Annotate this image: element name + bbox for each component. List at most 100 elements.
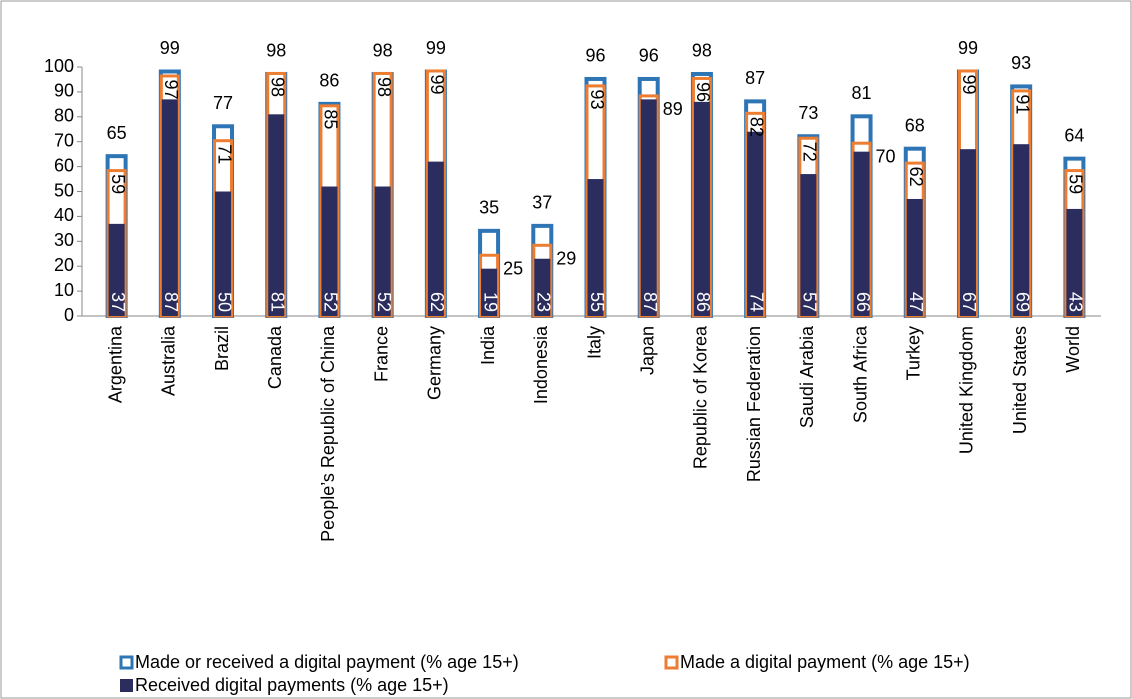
value-label: 19 [480, 292, 500, 312]
x-tick-label: Argentina [105, 325, 125, 403]
y-tick-label: 90 [54, 81, 74, 101]
bar-received [800, 174, 817, 316]
value-label: 99 [958, 38, 978, 58]
value-label: 74 [746, 292, 766, 312]
value-label: 82 [746, 117, 766, 137]
legend-swatch [664, 655, 679, 670]
value-label: 91 [1012, 94, 1032, 114]
value-label: 59 [1066, 174, 1086, 194]
bar-received [747, 131, 764, 316]
bar-received [427, 161, 444, 316]
x-tick-label: France [371, 326, 391, 382]
value-label: 69 [1012, 292, 1032, 312]
y-tick-label: 80 [54, 106, 74, 126]
legend-label: Received digital payments (% age 15+) [135, 675, 449, 695]
y-tick-label: 20 [54, 255, 74, 275]
value-label: 98 [267, 77, 287, 97]
value-label: 97 [161, 79, 181, 99]
x-tick-label: Japan [637, 326, 657, 375]
value-label: 98 [373, 41, 393, 61]
value-label: 67 [959, 292, 979, 312]
value-label: 96 [639, 46, 659, 66]
bar-received [374, 186, 391, 316]
value-label: 71 [214, 144, 234, 164]
value-label: 93 [1011, 53, 1031, 73]
bar-received [693, 101, 710, 316]
x-tick-label: Saudi Arabia [797, 325, 817, 428]
x-tick-label: People’s Republic of China [318, 325, 338, 542]
bar-received [268, 114, 285, 316]
value-label: 57 [800, 292, 820, 312]
y-tick-label: 30 [54, 230, 74, 250]
value-label: 43 [1066, 292, 1086, 312]
y-tick-label: 10 [54, 280, 74, 300]
x-tick-label: United States [1010, 326, 1030, 434]
x-tick-label: South Africa [850, 325, 870, 423]
x-tick-label: Canada [265, 325, 285, 389]
bar-received [587, 179, 604, 316]
x-tick-label: Turkey [904, 326, 924, 380]
y-tick-label: 50 [54, 180, 74, 200]
value-label: 47 [906, 292, 926, 312]
value-label: 66 [853, 292, 873, 312]
value-label: 86 [693, 292, 713, 312]
value-label: 89 [663, 99, 683, 119]
value-label: 37 [108, 292, 128, 312]
x-tick-label: India [478, 325, 498, 365]
value-label: 64 [1064, 125, 1084, 145]
y-tick-label: 100 [44, 56, 74, 76]
value-label: 86 [319, 71, 339, 91]
value-label: 70 [876, 146, 896, 166]
value-label: 62 [427, 292, 447, 312]
value-label: 62 [906, 167, 926, 187]
x-tick-label: Australia [159, 325, 179, 396]
value-label: 52 [374, 292, 394, 312]
x-tick-label: Italy [584, 326, 604, 359]
value-label: 85 [321, 109, 341, 129]
y-tick-label: 70 [54, 130, 74, 150]
legend-swatch [119, 655, 134, 670]
value-label: 87 [161, 292, 181, 312]
bar-received [1013, 144, 1030, 316]
bar-received [108, 223, 125, 316]
y-tick-label: 60 [54, 155, 74, 175]
bar-received [959, 149, 976, 316]
value-label: 99 [427, 74, 447, 94]
x-tick-label: Brazil [212, 326, 232, 371]
value-label: 98 [692, 41, 712, 61]
bar-received [906, 198, 923, 316]
value-label: 65 [107, 123, 127, 143]
bar-received [161, 99, 178, 317]
value-label: 35 [479, 198, 499, 218]
value-label: 25 [503, 259, 523, 279]
bar-received [853, 151, 870, 316]
y-tick-label: 40 [54, 205, 74, 225]
value-label: 99 [426, 38, 446, 58]
bar-received [481, 268, 498, 316]
x-tick-label: Germany [425, 326, 445, 400]
value-label: 81 [267, 292, 287, 312]
value-label: 73 [798, 103, 818, 123]
value-label: 87 [745, 68, 765, 88]
bar-received [215, 191, 232, 316]
y-tick-label: 0 [64, 305, 74, 325]
value-label: 99 [160, 38, 180, 58]
value-label: 50 [214, 292, 234, 312]
value-label: 52 [321, 292, 341, 312]
x-tick-label: World [1063, 326, 1083, 373]
value-label: 87 [640, 292, 660, 312]
legend-label: Made a digital payment (% age 15+) [680, 652, 970, 672]
value-label: 55 [587, 292, 607, 312]
value-label: 59 [108, 174, 128, 194]
value-label: 98 [266, 41, 286, 61]
value-label: 96 [693, 82, 713, 102]
x-tick-label: Republic of Korea [691, 325, 711, 469]
value-label: 29 [556, 249, 576, 269]
legend-swatch [120, 679, 133, 692]
bar-received [534, 258, 551, 316]
x-tick-label: United Kingdom [957, 326, 977, 454]
value-label: 68 [905, 115, 925, 135]
value-label: 23 [534, 292, 554, 312]
legend-label: Made or received a digital payment (% ag… [135, 652, 519, 672]
